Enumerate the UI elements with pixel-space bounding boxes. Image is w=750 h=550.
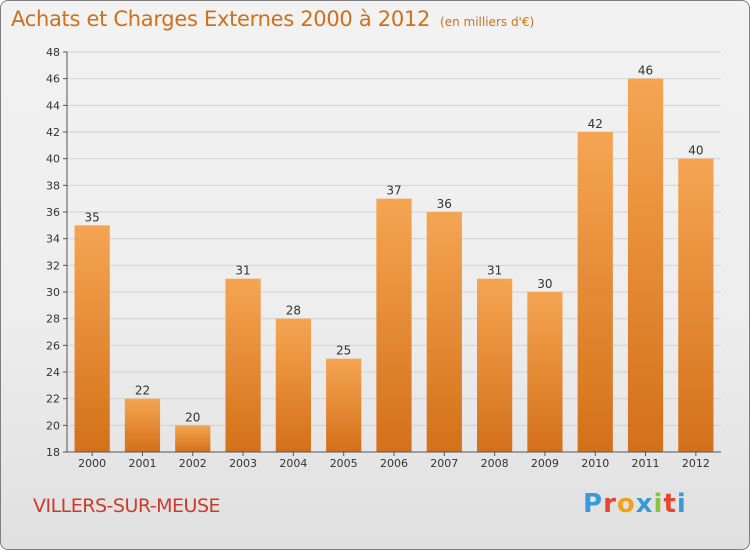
value-label-2006: 37 <box>386 184 401 198</box>
x-tick-label-2000: 2000 <box>78 457 106 470</box>
value-label-2009: 30 <box>537 277 552 291</box>
x-tick-label-2004: 2004 <box>279 457 307 470</box>
value-label-2003: 31 <box>235 264 250 278</box>
axes: 18 20 22 24 26 28 30 32 34 36 38 40 42 44 46 48 2000 2001… <box>46 46 721 470</box>
value-label-2007: 36 <box>437 197 452 211</box>
bar-2008 <box>477 278 513 452</box>
proxiti-logo: Proxiti <box>583 489 687 519</box>
logo-letter: t <box>663 489 677 519</box>
bar-2006 <box>376 198 412 452</box>
value-label-2005: 25 <box>336 344 351 358</box>
logo-letter: i <box>653 489 664 519</box>
y-tick-label: 48 <box>46 46 60 59</box>
logo-letter: x <box>635 489 654 519</box>
y-tick-label: 38 <box>46 179 60 192</box>
y-tick-label: 18 <box>46 446 60 459</box>
x-tick-label-2008: 2008 <box>481 457 509 470</box>
y-tick-label: 42 <box>46 126 60 139</box>
value-label-2011: 46 <box>638 64 653 78</box>
y-tick-label: 44 <box>46 99 60 112</box>
x-tick-label-2007: 2007 <box>430 457 458 470</box>
value-label-2004: 28 <box>286 304 301 318</box>
y-tick-label: 36 <box>46 206 60 219</box>
y-tick-label: 28 <box>46 313 60 326</box>
bar-2000 <box>74 225 110 452</box>
x-tick-label-2001: 2001 <box>128 457 156 470</box>
bar-2003 <box>225 278 261 452</box>
bars <box>74 78 714 453</box>
y-tick-label: 26 <box>46 339 60 352</box>
logo-letter: i <box>676 489 687 519</box>
x-tick-label-2010: 2010 <box>581 457 609 470</box>
y-tick-label: 40 <box>46 153 60 166</box>
chart-unit: (en milliers d'€) <box>440 15 535 29</box>
y-tick-label: 32 <box>46 259 60 272</box>
value-label-2001: 22 <box>135 384 150 398</box>
x-tick-label-2006: 2006 <box>380 457 408 470</box>
bar-2011 <box>627 78 664 453</box>
y-tick-label: 30 <box>46 286 60 299</box>
bar-2012 <box>678 158 714 452</box>
title-row: Achats et Charges Externes 2000 à 2012 (e… <box>11 7 534 31</box>
x-tick-label-2003: 2003 <box>229 457 257 470</box>
y-tick-label: 34 <box>46 233 60 246</box>
value-labels: 35 22 20 31 28 25 37 36 31 30 42 46 40 <box>85 64 704 425</box>
value-label-2002: 20 <box>185 410 200 424</box>
logo-letter: r <box>603 489 617 519</box>
logo-letter: P <box>583 489 604 519</box>
y-tick-label: 46 <box>46 73 60 86</box>
value-label-2010: 42 <box>588 117 603 131</box>
value-label-2008: 31 <box>487 264 502 278</box>
y-tick-label: 20 <box>46 419 60 432</box>
chart-title: Achats et Charges Externes 2000 à 2012 <box>11 7 431 31</box>
x-tick-label-2005: 2005 <box>330 457 358 470</box>
x-tick-label-2009: 2009 <box>531 457 559 470</box>
y-tick-label: 24 <box>46 366 60 379</box>
bar-2007 <box>426 212 462 452</box>
value-label-2012: 40 <box>688 144 703 158</box>
bar-2005 <box>326 358 362 452</box>
value-label-2000: 35 <box>85 210 100 224</box>
x-tick-label-2012: 2012 <box>682 457 710 470</box>
place-name: VILLERS-SUR-MEUSE <box>33 495 221 517</box>
y-tick-label: 22 <box>46 393 60 406</box>
bar-2002 <box>175 425 211 452</box>
x-tick-label-2002: 2002 <box>179 457 207 470</box>
logo-letter: o <box>616 489 636 519</box>
x-tick-label-2011: 2011 <box>632 457 660 470</box>
bar-2001 <box>124 398 161 452</box>
bar-2004 <box>275 318 311 452</box>
bar-2009 <box>527 292 563 452</box>
bar-2010 <box>577 132 613 452</box>
